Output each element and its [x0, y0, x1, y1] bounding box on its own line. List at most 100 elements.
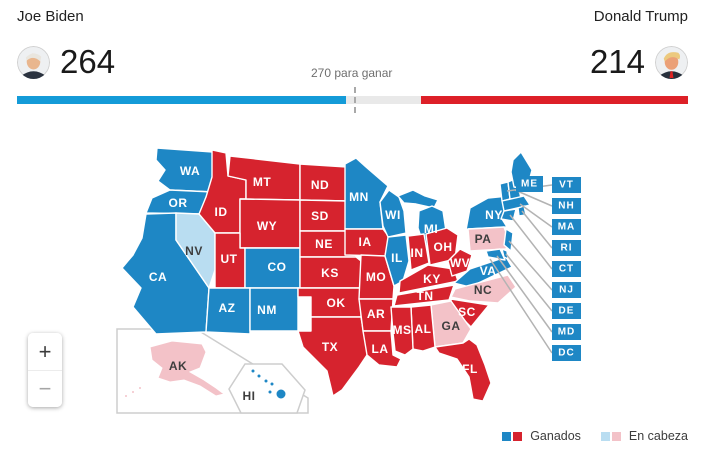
state-MO[interactable] [358, 254, 395, 300]
state-WI[interactable] [379, 189, 407, 238]
legend-swatch-won-rep [513, 431, 523, 441]
state-HI-island[interactable] [263, 378, 269, 384]
svg-text:ID: ID [215, 205, 228, 219]
svg-text:NY: NY [485, 208, 503, 222]
state-MS[interactable] [390, 306, 414, 356]
svg-text:KY: KY [423, 272, 441, 286]
svg-text:ND: ND [311, 178, 329, 192]
state-box-NH[interactable]: NH [552, 198, 581, 214]
state-labels: WA OR CA NV ID MT WY UT CO AZ NM ND SD N… [149, 164, 503, 403]
target-270-marker [353, 87, 356, 113]
svg-text:MD: MD [558, 327, 576, 338]
state-box-CT[interactable]: CT [552, 261, 581, 277]
svg-text:AL: AL [415, 322, 432, 336]
state-MA[interactable] [501, 195, 531, 212]
svg-text:OK: OK [327, 296, 346, 310]
legend-item-won: Ganados [502, 429, 581, 443]
bar-dem-segment [17, 96, 347, 104]
state-NC[interactable] [450, 274, 517, 304]
map-zoom-control: + − [28, 333, 62, 407]
svg-text:HI: HI [243, 389, 256, 403]
state-DE[interactable] [501, 248, 509, 260]
state-box-RI[interactable]: RI [552, 240, 581, 256]
svg-text:MO: MO [366, 270, 386, 284]
svg-text:VT: VT [559, 180, 574, 191]
state-box-DC[interactable]: DC [552, 345, 581, 361]
state-LA[interactable] [362, 330, 402, 368]
state-AK-aleutian [138, 386, 142, 390]
electoral-progress-bar [17, 87, 688, 113]
legend-item-leading: En cabeza [600, 429, 688, 443]
state-NJ[interactable] [503, 228, 514, 252]
state-HI-island[interactable] [250, 368, 256, 374]
state-HI-island[interactable] [269, 381, 275, 387]
svg-text:WV: WV [450, 256, 470, 270]
svg-text:TX: TX [322, 340, 338, 354]
zoom-in-button[interactable]: + [28, 333, 62, 370]
state-box-MD[interactable]: MD [552, 324, 581, 340]
zoom-out-button[interactable]: − [28, 370, 62, 407]
svg-text:FL: FL [462, 362, 478, 376]
svg-text:AZ: AZ [219, 301, 236, 315]
legend-swatch-lead-dem [600, 431, 610, 441]
svg-text:IN: IN [411, 246, 424, 260]
svg-text:PA: PA [475, 232, 492, 246]
svg-text:AK: AK [169, 359, 187, 373]
svg-text:WI: WI [385, 208, 401, 222]
svg-text:NV: NV [185, 244, 203, 258]
state-box-MA[interactable]: MA [552, 219, 581, 235]
svg-text:IA: IA [359, 235, 372, 249]
svg-text:CT: CT [559, 264, 574, 275]
target-to-win-label: 270 para ganar [311, 66, 393, 80]
svg-text:MN: MN [349, 190, 369, 204]
legend-label-won: Ganados [530, 429, 581, 443]
svg-text:NE: NE [315, 237, 333, 251]
svg-text:WA: WA [180, 164, 200, 178]
svg-text:NC: NC [474, 283, 492, 297]
state-AK-aleutian [124, 394, 128, 398]
state-HI-island[interactable] [275, 388, 287, 400]
svg-text:ME: ME [521, 179, 538, 190]
state-box-DE[interactable]: DE [552, 303, 581, 319]
svg-text:DC: DC [558, 348, 574, 359]
legend-label-leading: En cabeza [628, 429, 688, 443]
state-IN[interactable] [407, 233, 430, 271]
svg-text:CA: CA [149, 270, 167, 284]
svg-text:CO: CO [268, 260, 287, 274]
svg-text:RI: RI [561, 243, 573, 254]
map-legend: Ganados En cabeza [502, 429, 688, 443]
state-TX[interactable] [297, 316, 374, 397]
state-AK-aleutian [131, 390, 135, 394]
candidate-name-trump: Donald Trump [593, 8, 688, 25]
svg-text:TN: TN [417, 289, 434, 303]
biden-electoral-votes: 264 [60, 43, 116, 80]
biden-avatar [17, 46, 50, 79]
svg-text:NM: NM [257, 303, 277, 317]
svg-text:WY: WY [257, 219, 277, 233]
svg-text:SC: SC [458, 305, 476, 319]
state-TN[interactable] [393, 284, 455, 307]
legend-swatch-lead-rep [611, 431, 621, 441]
svg-text:VA: VA [480, 264, 497, 278]
state-AZ[interactable] [205, 287, 251, 335]
state-AK[interactable] [149, 340, 226, 397]
state-OH[interactable] [425, 227, 459, 266]
svg-text:UT: UT [221, 252, 238, 266]
state-FL[interactable] [434, 338, 492, 402]
svg-text:GA: GA [442, 319, 461, 333]
state-box-VT[interactable]: VT [552, 177, 581, 193]
state-MD[interactable] [485, 248, 506, 261]
svg-text:LA: LA [372, 342, 389, 356]
svg-text:OH: OH [434, 240, 453, 254]
state-WV[interactable] [447, 248, 473, 277]
state-MI-upper[interactable] [397, 189, 439, 209]
state-HI-island[interactable] [256, 373, 262, 379]
state-HI-island[interactable] [267, 389, 273, 395]
state-box-ME[interactable]: ME [516, 176, 543, 192]
state-box-NJ[interactable]: NJ [552, 282, 581, 298]
legend-swatch-won-dem [502, 431, 512, 441]
trump-electoral-votes: 214 [589, 43, 645, 80]
svg-text:MT: MT [253, 175, 271, 189]
small-state-boxes: VT NH MA RI CT NJ DE MD [516, 176, 581, 361]
